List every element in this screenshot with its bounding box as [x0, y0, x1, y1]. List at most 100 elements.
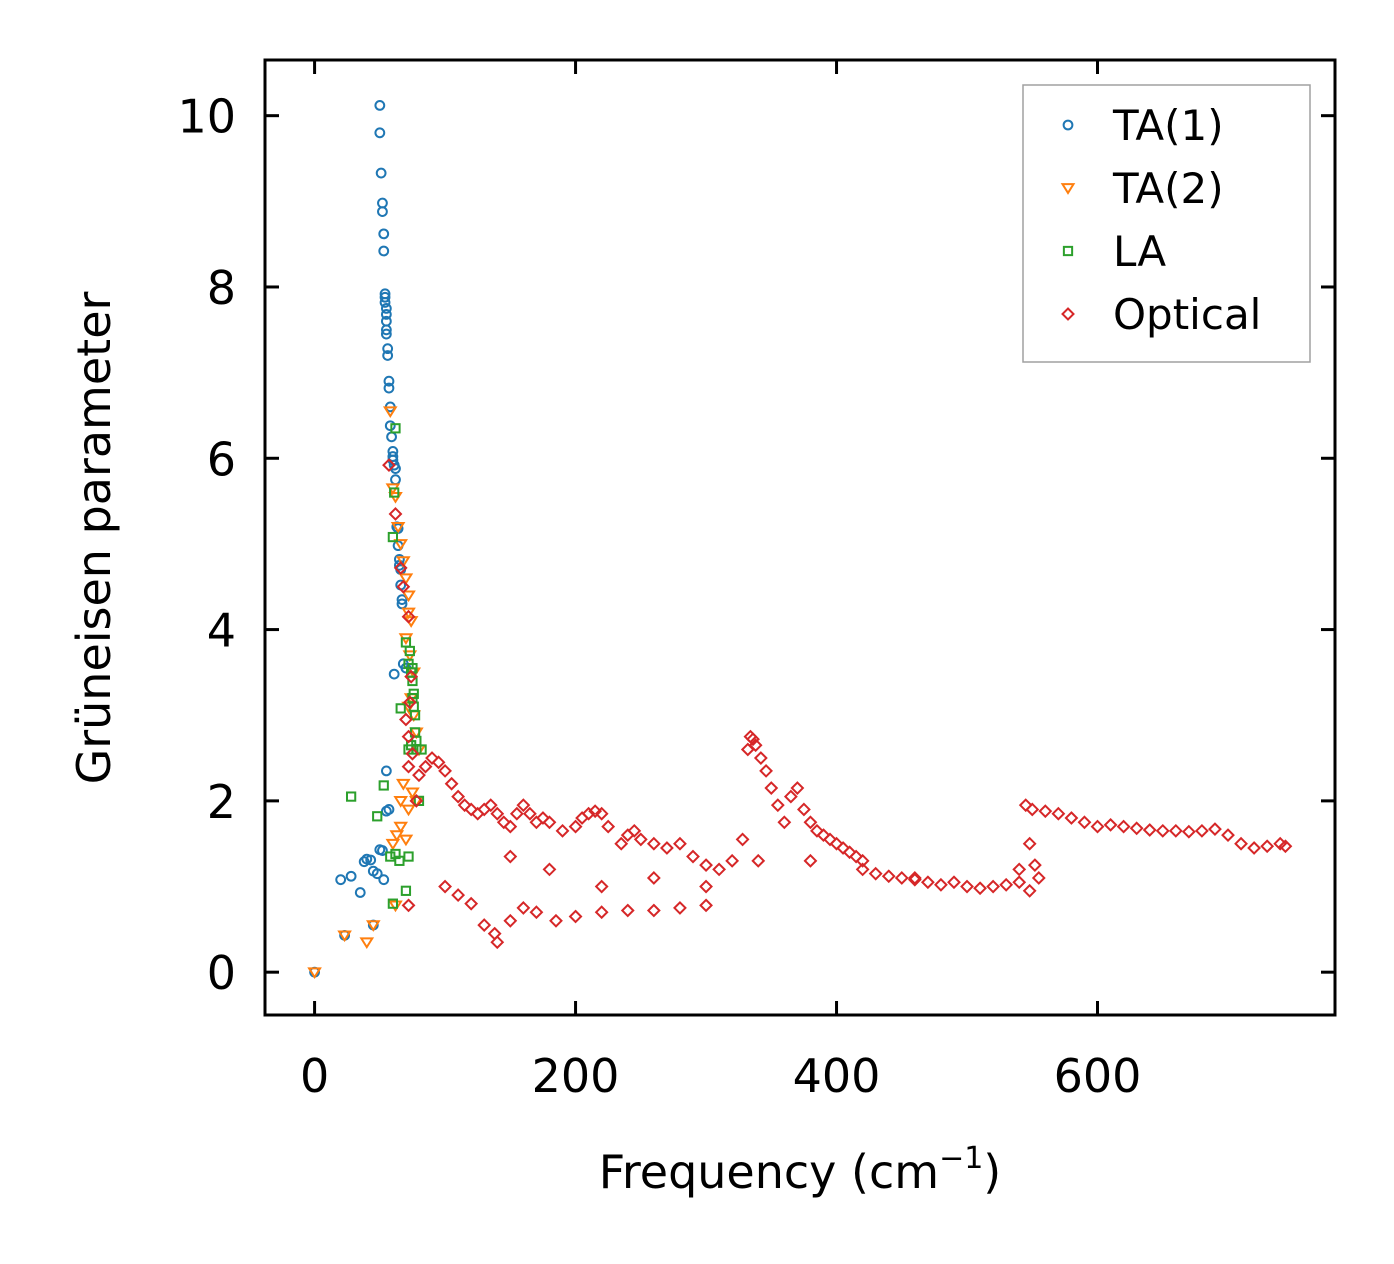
data-point [380, 308, 392, 320]
x-axis-title: Frequency (cm−1) [599, 1141, 1002, 1199]
data-point [823, 832, 837, 847]
x-axis-title-superscript: −1 [939, 1141, 983, 1176]
data-point [380, 328, 392, 340]
data-point [490, 806, 505, 821]
data-point [307, 967, 322, 980]
data-point [1168, 823, 1183, 838]
x-axis-title-close: ) [983, 1145, 1001, 1199]
legend-marker [1060, 183, 1076, 195]
data-point [1129, 821, 1144, 836]
data-point [403, 851, 414, 862]
data-point [371, 868, 383, 880]
data-point [425, 751, 439, 765]
data-point [383, 382, 395, 394]
data-point [1208, 822, 1222, 837]
data-point [382, 350, 394, 361]
data-point [451, 789, 466, 804]
y-axis-title: Grüneisen parameter [67, 291, 121, 784]
data-point [529, 905, 544, 920]
legend-label: TA(2) [1112, 164, 1224, 213]
data-point [960, 879, 974, 894]
data-point [408, 688, 419, 699]
data-point [377, 197, 388, 209]
data-point [379, 296, 391, 308]
data-point [382, 406, 398, 419]
data-point [387, 898, 399, 909]
data-point [496, 815, 511, 830]
data-point [380, 324, 392, 336]
data-point [1278, 839, 1293, 854]
data-point [396, 594, 408, 605]
data-point [378, 228, 390, 240]
data-point [509, 806, 524, 821]
data-point [620, 903, 635, 918]
data-point [412, 768, 426, 783]
data-point [390, 423, 401, 434]
data-point [810, 823, 824, 838]
data-point [1027, 858, 1042, 873]
data-point [725, 853, 740, 868]
legend-marker [1062, 119, 1074, 131]
data-point [365, 854, 377, 866]
data-point [1012, 862, 1027, 877]
data-point [379, 291, 391, 303]
data-point [601, 819, 616, 834]
data-point [516, 798, 531, 813]
data-point [764, 781, 779, 795]
data-point [1260, 839, 1275, 854]
data-point [386, 431, 397, 443]
data-point [1221, 828, 1235, 843]
y-tick-label: 2 [207, 775, 236, 829]
data-point [699, 898, 713, 913]
data-point [646, 903, 661, 918]
data-point [753, 751, 768, 765]
data-point [849, 849, 864, 864]
data-point [1090, 819, 1105, 834]
data-point [646, 836, 661, 851]
data-point [894, 871, 909, 885]
x-tick-label: 0 [300, 1049, 329, 1103]
data-point [614, 836, 629, 851]
x-tick-label: 200 [532, 1049, 620, 1103]
data-point [409, 793, 424, 808]
data-point [382, 343, 394, 355]
data-point [387, 531, 399, 543]
data-point [402, 695, 417, 710]
data-point [384, 420, 396, 432]
data-point [477, 918, 492, 932]
data-point [1012, 875, 1027, 890]
data-point [393, 796, 409, 808]
series-optical [382, 458, 1293, 950]
data-point [396, 579, 411, 594]
y-tick-label: 6 [207, 432, 236, 486]
data-point [1022, 836, 1037, 851]
data-point [1247, 841, 1262, 855]
axis-ticks: 0 200 400 600 0 2 4 6 8 10 [177, 60, 1335, 1103]
data-point [620, 828, 635, 843]
data-point [378, 245, 390, 257]
data-point [401, 804, 416, 817]
data-point [712, 862, 727, 877]
data-point [1155, 823, 1170, 838]
data-point [354, 887, 366, 898]
x-tick-label: 600 [1054, 1049, 1142, 1103]
data-point [797, 802, 811, 817]
data-point [378, 780, 389, 791]
data-point [1018, 798, 1033, 813]
data-point [385, 838, 401, 851]
y-tick-label: 0 [207, 946, 236, 1000]
data-point [390, 521, 406, 534]
data-point [555, 823, 570, 838]
data-point [594, 879, 609, 894]
data-point [401, 729, 416, 744]
data-point [920, 875, 935, 890]
data-point [575, 811, 589, 825]
data-point [881, 869, 896, 884]
data-point [748, 738, 763, 753]
data-point [337, 930, 352, 943]
data-point [487, 926, 502, 941]
data-point [464, 896, 479, 911]
data-point [405, 787, 420, 800]
data-point [503, 819, 518, 834]
data-point [568, 819, 583, 834]
